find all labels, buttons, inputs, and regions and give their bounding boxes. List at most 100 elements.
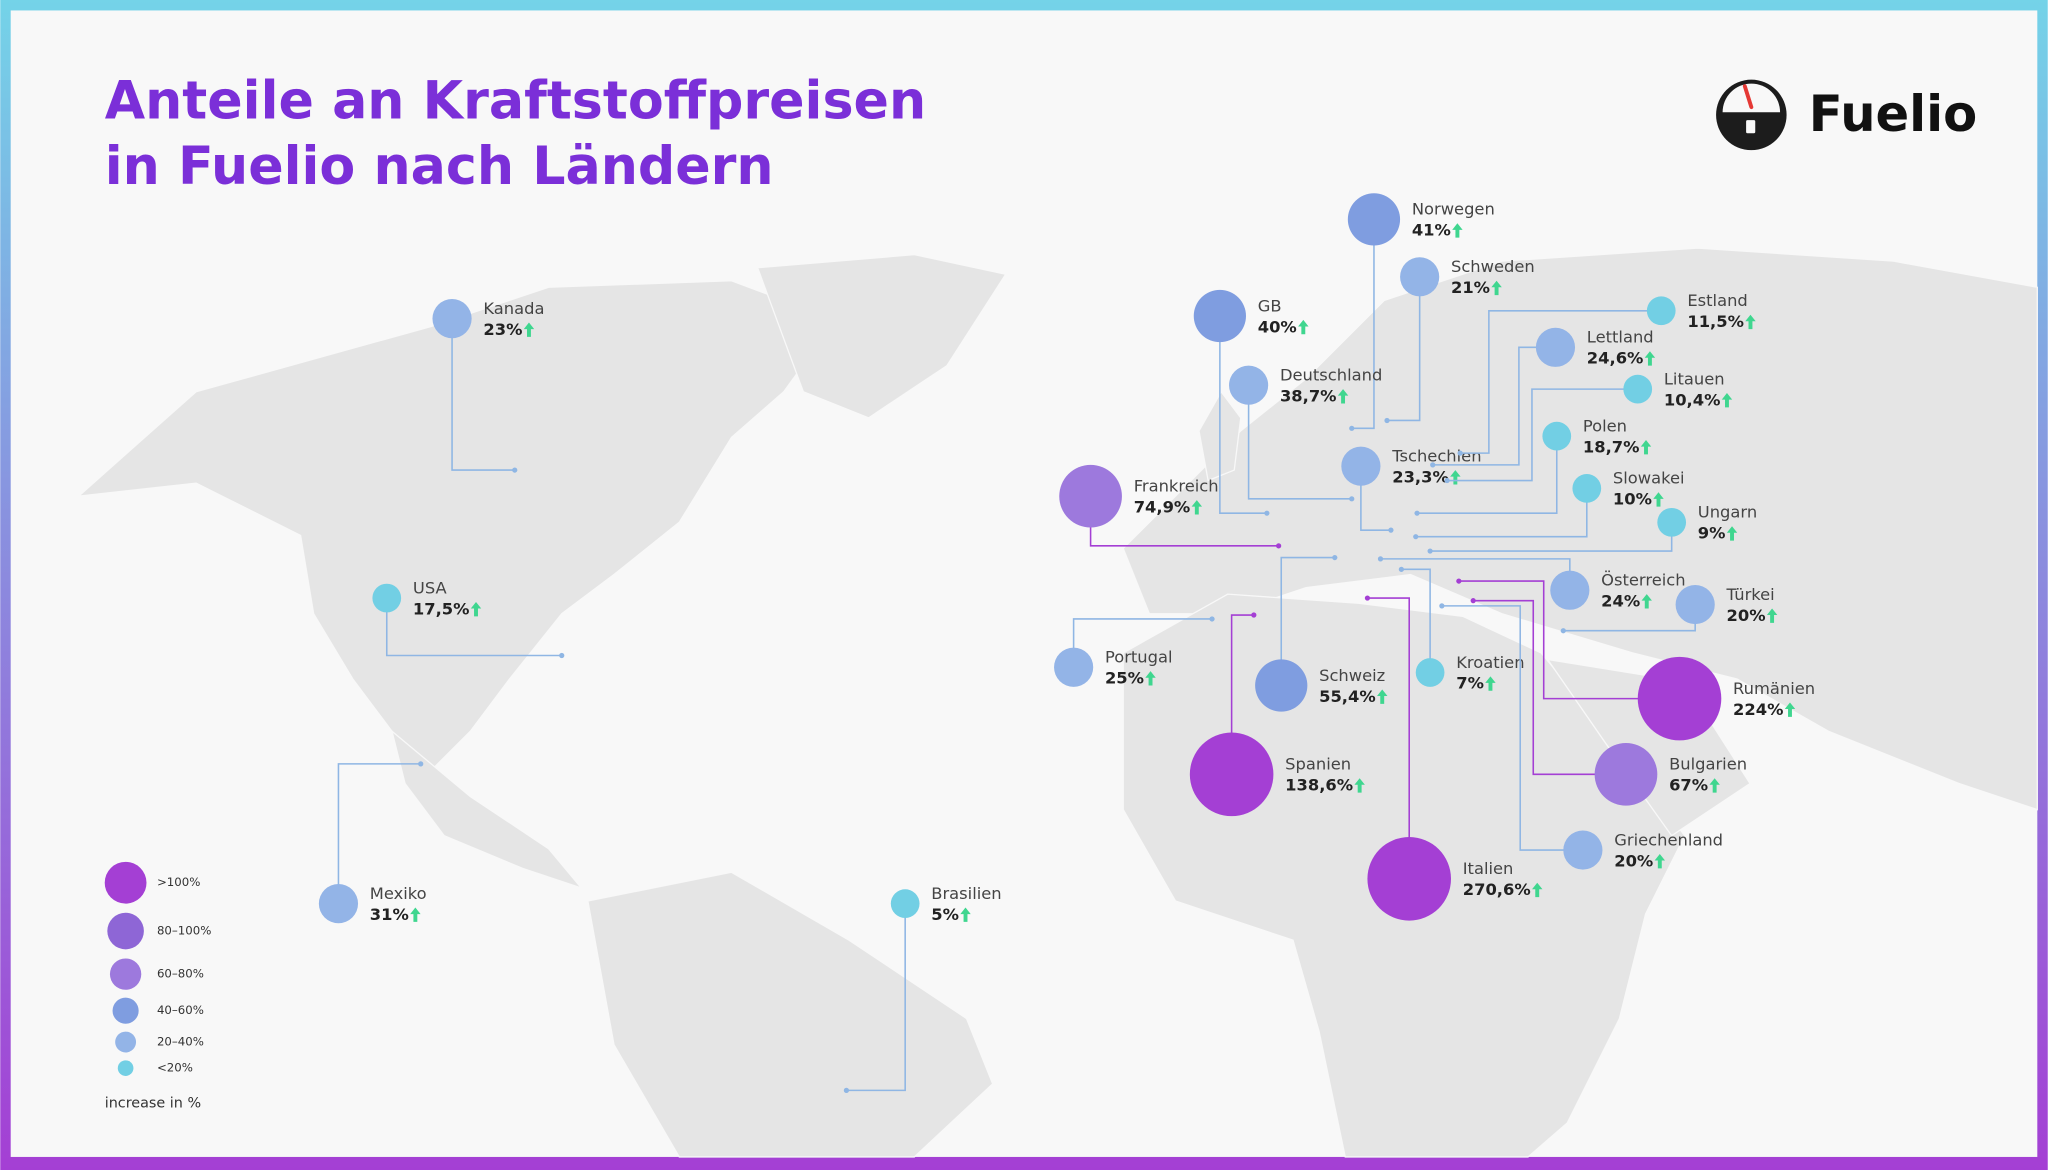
leader-line [1247,385,1352,500]
leader-line [1473,599,1626,776]
leader-line [1401,568,1431,673]
country-name: Ungarn [1698,503,1757,522]
country-bubble [1675,585,1715,625]
country-bubble [1535,327,1576,367]
leader-dot [418,761,424,767]
leader-line [385,598,562,657]
legend-swatch [104,861,147,904]
leader-line [1417,436,1558,514]
leader-dot [1427,548,1433,554]
leader-line [846,903,906,1092]
country-name: Spanien [1285,755,1351,774]
leader-dot [1413,534,1419,540]
increase-arrow [1145,671,1156,686]
country-bubble [1229,365,1269,405]
leader-dot [1264,510,1270,516]
legend-note: increase in % [105,1095,201,1111]
country-bubble [1059,464,1122,528]
increase-arrow [1654,853,1666,869]
country-value: 10% [1613,490,1652,509]
increase-arrow [1745,314,1756,330]
country-bubble [1347,193,1401,246]
country-value: 20% [1727,606,1766,625]
increase-arrow [1641,594,1652,609]
leader-line [1458,580,1680,700]
country-bubble [1550,570,1590,610]
leader-dot [1364,595,1371,601]
country-name: Brasilien [931,884,1001,903]
country-value: 7% [1456,674,1484,693]
leader-dot [1456,578,1462,584]
increase-arrow [1640,440,1652,455]
country-value: 55,4% [1319,687,1376,706]
logo-text: Fuelio [1809,85,1977,143]
country-name: GB [1258,296,1282,315]
increase-arrow [960,907,971,922]
leader-dot [843,1087,850,1093]
country-name: Litauen [1664,369,1725,388]
legend-swatch [112,997,139,1024]
world-map [76,247,2038,1158]
country-bubble [1255,659,1308,712]
country-name: Türkei [1726,585,1775,604]
country-bubble [1637,656,1722,741]
country-bubble [1657,507,1687,537]
country-bubble [1563,830,1603,870]
country-bubble [1189,732,1274,817]
country-name: Slowakei [1613,469,1685,488]
leader-dot [1470,598,1476,604]
leader-line [1230,614,1254,775]
country-value: 18,7% [1583,437,1640,456]
country-value: 31% [370,905,409,924]
leader-line [1387,276,1421,422]
leader-dot [1276,543,1282,549]
country-value: 138,6% [1285,776,1353,795]
country-bubble [1054,647,1094,687]
increase-arrow [1532,882,1543,898]
increase-arrow [1452,223,1463,238]
leader-dot [1332,554,1338,561]
country-bubble [1572,474,1602,503]
increase-arrow [1644,351,1656,366]
country-name: Estland [1687,291,1747,310]
country-bubble [1542,421,1572,451]
increase-arrow [1721,393,1733,408]
country-value: 23,3% [1392,467,1449,486]
legend-label: 60–80% [157,967,204,981]
country-name: Tschechien [1391,447,1481,466]
increase-arrow [1377,689,1388,704]
country-bubble [1594,743,1658,806]
leader-line [337,763,421,904]
legend-label: <20% [157,1061,193,1075]
increase-arrow [1450,470,1461,485]
leader-dot [512,467,518,473]
country-value: 24,6% [1587,349,1644,368]
leader-dot [559,652,565,659]
country-value: 20% [1614,851,1653,870]
country-name: Frankreich [1134,477,1219,496]
country-bubble [318,884,359,924]
legend-swatch [109,958,142,990]
country-value: 224% [1733,700,1783,719]
leader-dot [1444,477,1450,484]
leader-dot [1560,628,1566,634]
legend-label: 40–60% [157,1003,204,1017]
country-value: 40% [1258,317,1297,336]
country-value: 38,7% [1280,386,1337,405]
increase-arrow [1726,526,1738,541]
title-line: Anteile an Kraftstoffpreisen [105,71,926,131]
country-value: 25% [1105,669,1144,688]
leader-dot [1388,527,1394,533]
country-name: Schweden [1451,257,1535,276]
country-name: Deutschland [1280,366,1382,385]
country-name: Kanada [483,299,544,318]
legend-swatch [115,1031,137,1053]
leader-dot [1251,612,1257,618]
leader-dot [1439,603,1445,609]
leader-dot [1414,510,1420,516]
country-bubble [1400,257,1440,297]
country-value: 17,5% [413,599,470,618]
country-value: 74,9% [1134,497,1191,516]
leader-line [1460,309,1662,454]
